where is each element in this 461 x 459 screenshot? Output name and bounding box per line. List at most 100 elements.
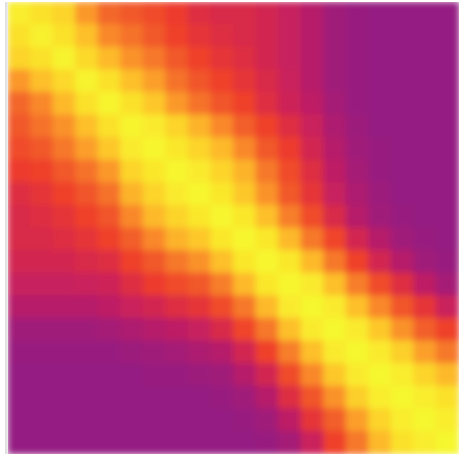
heatmap-cell-r15-c7 [165,340,189,365]
heatmap-cell-r3-c0 [8,69,32,93]
heatmap-cell-r6-c9 [210,137,234,161]
heatmap-cell-r17-c18 [413,385,437,410]
heatmap-cell-r0-c5 [120,2,144,26]
heatmap-cell-r1-c2 [52,24,77,48]
heatmap-cell-r19-c15 [345,430,370,454]
heatmap-cell-r3-c16 [368,69,392,93]
heatmap-cell-r18-c9 [210,408,234,432]
heatmap-cell-r8-c3 [75,182,99,206]
heatmap-cell-r14-c2 [52,317,77,342]
heatmap-cell-r16-c15 [345,363,370,387]
heatmap-cell-r16-c8 [187,363,212,387]
heatmap-cell-r16-c13 [300,363,325,387]
heatmap-cell-r3-c8 [187,69,212,93]
heatmap-cell-r7-c17 [390,159,415,184]
heatmap-cell-r12-c4 [97,272,122,297]
heatmap-cell-r5-c18 [413,114,437,139]
heatmap-cell-r16-c18 [413,363,437,387]
heatmap-cell-r19-c7 [165,430,189,454]
heatmap-cell-r11-c15 [345,250,370,274]
heatmap-cell-r0-c19 [435,2,459,26]
heatmap-cell-r8-c9 [210,182,234,206]
heatmap-cell-r10-c18 [413,227,437,252]
heatmap-cell-r13-c9 [210,295,234,319]
heatmap-cell-r15-c16 [368,340,392,365]
heatmap-cell-r3-c3 [75,69,99,93]
heatmap-cell-r0-c7 [165,2,189,26]
heatmap-cell-r17-c1 [30,385,54,410]
heatmap-cell-r5-c13 [300,114,325,139]
heatmap-cell-r5-c3 [75,114,99,139]
heatmap-cell-r15-c8 [187,340,212,365]
heatmap-cell-r14-c8 [187,317,212,342]
heatmap-cell-r8-c0 [8,182,32,206]
heatmap-cell-r13-c15 [345,295,370,319]
heatmap-cell-r11-c5 [120,250,144,274]
heatmap-cell-r11-c0 [8,250,32,274]
heatmap-cell-r9-c7 [165,204,189,229]
heatmap-cell-r7-c11 [255,159,280,184]
heatmap-cell-r13-c1 [30,295,54,319]
heatmap-cell-r6-c3 [75,137,99,161]
heatmap-cell-r5-c11 [255,114,280,139]
heatmap-cell-r7-c13 [300,159,325,184]
heatmap-cell-r10-c4 [97,227,122,252]
heatmap-cell-r1-c14 [323,24,347,48]
heatmap-cell-r12-c15 [345,272,370,297]
heatmap-cell-r9-c8 [187,204,212,229]
heatmap-cell-r3-c14 [323,69,347,93]
heatmap-cell-r19-c4 [97,430,122,454]
heatmap-cell-r10-c8 [187,227,212,252]
heatmap-cell-r6-c12 [278,137,302,161]
heatmap-cell-r3-c4 [97,69,122,93]
heatmap-cell-r8-c7 [165,182,189,206]
heatmap-cell-r14-c11 [255,317,280,342]
heatmap-cell-r9-c2 [52,204,77,229]
heatmap-cell-r14-c7 [165,317,189,342]
heatmap-cell-r4-c6 [142,91,167,116]
heatmap-cell-r10-c1 [30,227,54,252]
heatmap-cell-r13-c5 [120,295,144,319]
heatmap-cell-r0-c11 [255,2,280,26]
heatmap-cell-r5-c19 [435,114,459,139]
heatmap-cell-r10-c11 [255,227,280,252]
heatmap-cell-r13-c14 [323,295,347,319]
heatmap-cell-r2-c10 [233,46,257,71]
heatmap-cell-r18-c5 [120,408,144,432]
heatmap-cell-r11-c14 [323,250,347,274]
heatmap-cell-r19-c11 [255,430,280,454]
heatmap-cell-r0-c9 [210,2,234,26]
heatmap-cell-r3-c15 [345,69,370,93]
heatmap-cell-r1-c0 [8,24,32,48]
heatmap-cell-r16-c11 [255,363,280,387]
heatmap-cell-r5-c1 [30,114,54,139]
heatmap-cell-r15-c10 [233,340,257,365]
heatmap-cell-r8-c11 [255,182,280,206]
heatmap-cell-r11-c2 [52,250,77,274]
heatmap-cell-r17-c4 [97,385,122,410]
heatmap-cell-r8-c4 [97,182,122,206]
heatmap-cell-r12-c5 [120,272,144,297]
heatmap-cell-r5-c7 [165,114,189,139]
heatmap-cell-r15-c6 [142,340,167,365]
heatmap-cell-r14-c15 [345,317,370,342]
heatmap-cell-r15-c3 [75,340,99,365]
heatmap-cell-r8-c8 [187,182,212,206]
heatmap-cell-r6-c13 [300,137,325,161]
heatmap-cell-r6-c4 [97,137,122,161]
heatmap-cell-r15-c4 [97,340,122,365]
heatmap-cells [8,2,459,454]
heatmap-cell-r16-c16 [368,363,392,387]
heatmap-cell-r14-c12 [278,317,302,342]
heatmap-cell-r8-c17 [390,182,415,206]
heatmap-cell-r6-c1 [30,137,54,161]
heatmap-cell-r3-c11 [255,69,280,93]
heatmap-cell-r16-c12 [278,363,302,387]
heatmap-cell-r11-c13 [300,250,325,274]
heatmap-cell-r13-c11 [255,295,280,319]
heatmap-cell-r18-c19 [435,408,459,432]
heatmap-cell-r17-c16 [368,385,392,410]
heatmap-cell-r17-c12 [278,385,302,410]
heatmap-cell-r15-c17 [390,340,415,365]
